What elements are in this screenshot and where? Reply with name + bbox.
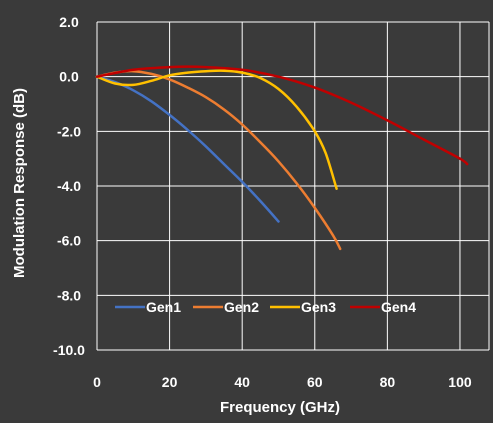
y-tick-label: 0.0	[59, 69, 79, 85]
y-axis-label: Modulation Response (dB)	[11, 88, 28, 278]
series-line-gen4	[95, 65, 469, 166]
y-axis-ticks: 2.0 0.0 -2.0 -4.0 -6.0 -8.0 -10.0	[53, 14, 85, 358]
x-tick-label: 20	[162, 374, 178, 390]
x-tick-label: 80	[380, 374, 396, 390]
x-tick-label: 40	[234, 374, 250, 390]
legend-label-gen3: Gen3	[301, 299, 336, 315]
x-tick-label: 60	[307, 374, 323, 390]
series-line-gen1	[95, 75, 280, 223]
x-tick-label: 100	[448, 374, 472, 390]
y-tick-label: -10.0	[53, 342, 85, 358]
legend-label-gen1: Gen1	[146, 299, 181, 315]
y-tick-label: -4.0	[57, 178, 81, 194]
x-axis-ticks: 0 20 40 60 80 100	[93, 374, 472, 390]
y-tick-label: 2.0	[59, 14, 79, 30]
legend-label-gen2: Gen2	[224, 299, 259, 315]
series-lines	[95, 65, 469, 251]
series-line-gen2	[95, 69, 342, 251]
y-tick-label: -6.0	[57, 233, 81, 249]
y-tick-label: -2.0	[57, 123, 81, 139]
x-tick-label: 0	[93, 374, 101, 390]
y-tick-label: -8.0	[57, 287, 81, 303]
legend-label-gen4: Gen4	[381, 299, 416, 315]
series-line-gen3	[95, 69, 338, 190]
legend: Gen1 Gen2 Gen3 Gen4	[115, 299, 416, 315]
x-axis-label: Frequency (GHz)	[220, 399, 340, 416]
